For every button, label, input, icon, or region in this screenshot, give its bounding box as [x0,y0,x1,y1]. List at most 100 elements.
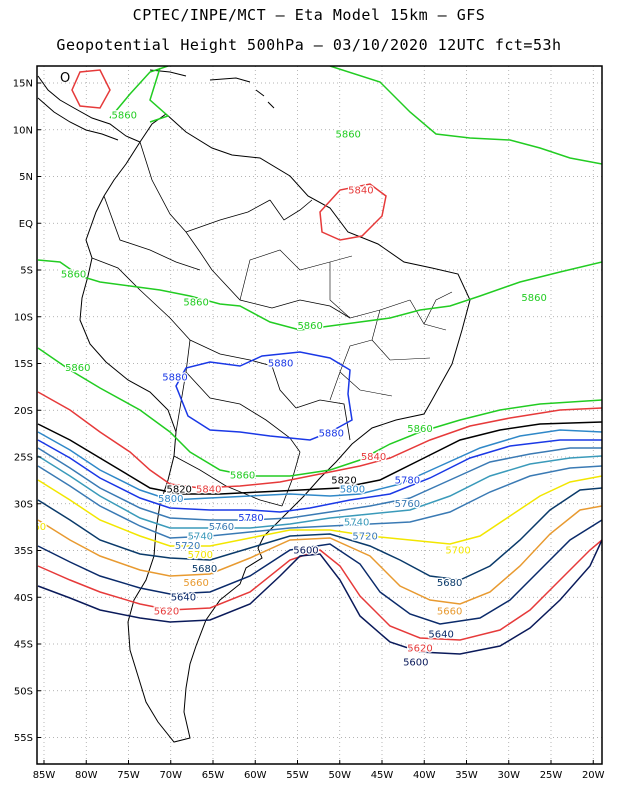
lon-tick-label: 80W [75,770,98,781]
contour-label-5640: 5640 [428,630,453,641]
contour-label-5600: 5600 [293,546,318,557]
lat-tick-label: 5S [20,266,33,277]
contour-label-5620: 5620 [154,606,179,617]
contour-label-5700: 5700 [445,546,470,557]
contour-label-5860: 5860 [297,321,322,332]
contour-label-5880: 5880 [162,373,187,384]
contour-5740 [37,455,602,529]
contour-5700 [37,475,602,547]
lon-tick-label: 35W [455,770,478,781]
lat-tick-label: EQ [19,219,33,230]
contour-label-5880: 5880 [268,359,293,370]
contour-label-5620: 5620 [407,644,432,655]
contour-5720 [37,465,602,539]
contour-label-5860: 5860 [407,424,432,435]
lon-tick-label: 30W [497,770,520,781]
contour-label-5860: 5860 [61,270,86,281]
lon-tick-label: 20W [582,770,605,781]
lat-tick-label: 10N [13,125,33,136]
low-pressure-marker: O [60,71,70,86]
lon-tick-label: 70W [159,770,182,781]
contour-label-5840: 5840 [348,186,373,197]
contour-label-5800: 5800 [158,494,183,505]
contour-5800 [37,429,602,501]
contour-5880 [175,351,353,441]
contour-label-5660: 5660 [183,578,208,589]
contour-label-5760: 5760 [209,522,234,533]
contour-label-5680: 5680 [437,578,462,589]
contour-label-5860: 5860 [183,298,208,309]
lat-tick-label: 40S [14,593,33,604]
contour-label-5800: 5800 [340,485,365,496]
contour-label-5760: 5760 [395,499,420,510]
contour-label-5860: 5860 [335,129,360,140]
contour-lines [37,66,602,655]
contour-label-5700: 5700 [188,550,213,561]
contour-5820 [37,421,602,495]
caribbean-islands [149,69,275,109]
contour-label-5660: 5660 [437,606,462,617]
lon-tick-label: 65W [202,770,225,781]
contour-label-60: 60 [33,522,46,533]
contour-5840-low [71,69,111,109]
contour-label-5780: 5780 [395,475,420,486]
lon-tick-label: 60W [244,770,267,781]
lon-tick-label: 45W [371,770,394,781]
contour-5860-mid [37,259,602,331]
lat-tick-label: 30S [14,499,33,510]
contour-5780 [37,439,602,513]
contour-label-5720: 5720 [175,541,200,552]
contour-5600 [37,539,602,655]
lat-tick-label: 35S [14,546,33,557]
lon-tick-label: 40W [413,770,436,781]
lat-tick-label: 5N [19,172,33,183]
lat-tick-label: 25S [14,453,33,464]
state-borders [239,249,453,401]
contour-label-5600: 5600 [403,658,428,669]
contour-5620 [37,539,602,641]
contour-label-5720: 5720 [352,531,377,542]
lat-tick-label: 50S [14,686,33,697]
contour-label-5840: 5840 [361,452,386,463]
lon-tick-label: 85W [33,770,56,781]
lon-tick-label: 50W [328,770,351,781]
contour-5640 [37,519,602,625]
lon-tick-label: 55W [286,770,309,781]
axis-ticks: 15N 10N 5N EQ 5S 10S 15S 20S 25S 30S 35S 40S 45S 50S 5… [13,79,605,782]
lat-tick-label: 20S [14,406,33,417]
contour-5860-south [37,347,602,477]
contour-label-5860: 5860 [112,111,137,122]
lat-tick-label: 10S [14,312,33,323]
contour-label-5640: 5640 [171,592,196,603]
contour-label-5860: 5860 [230,471,255,482]
map-content: 5860 5860 5860 5860 5860 5860 5860 5860 5860 5840… [33,66,602,743]
coastline-central-america [37,75,141,143]
contour-label-5780: 5780 [238,513,263,524]
contour-labels: 5860 5860 5860 5860 5860 5860 5860 5860 5860 5840… [33,109,548,669]
lon-tick-label: 75W [117,770,140,781]
contour-5840-main [37,391,602,489]
lat-tick-label: 15N [13,79,33,90]
contour-label-5860: 5860 [65,363,90,374]
contour-label-5740: 5740 [188,531,213,542]
contour-label-5840: 5840 [196,485,221,496]
contour-label-5860: 5860 [521,293,546,304]
contour-label-5680: 5680 [192,564,217,575]
contour-5860-north [109,66,170,123]
lon-tick-label: 25W [540,770,563,781]
map-title-line1: CPTEC/INPE/MCT – Eta Model 15km – GFS [132,6,486,24]
gridlines [37,66,602,764]
lat-tick-label: 15S [14,359,33,370]
contour-5680 [37,487,602,581]
map-title-line2: Geopotential Height 500hPa – 03/10/2020 … [56,36,562,54]
contour-5660 [37,505,602,605]
contour-label-5820: 5820 [166,485,191,496]
contour-label-5820: 5820 [331,475,356,486]
lat-tick-label: 55S [14,733,33,744]
contour-5760 [37,447,602,521]
contour-5860-top [329,66,602,165]
contour-label-5880: 5880 [319,429,344,440]
contour-5840-north [319,183,387,241]
lat-tick-label: 45S [14,640,33,651]
